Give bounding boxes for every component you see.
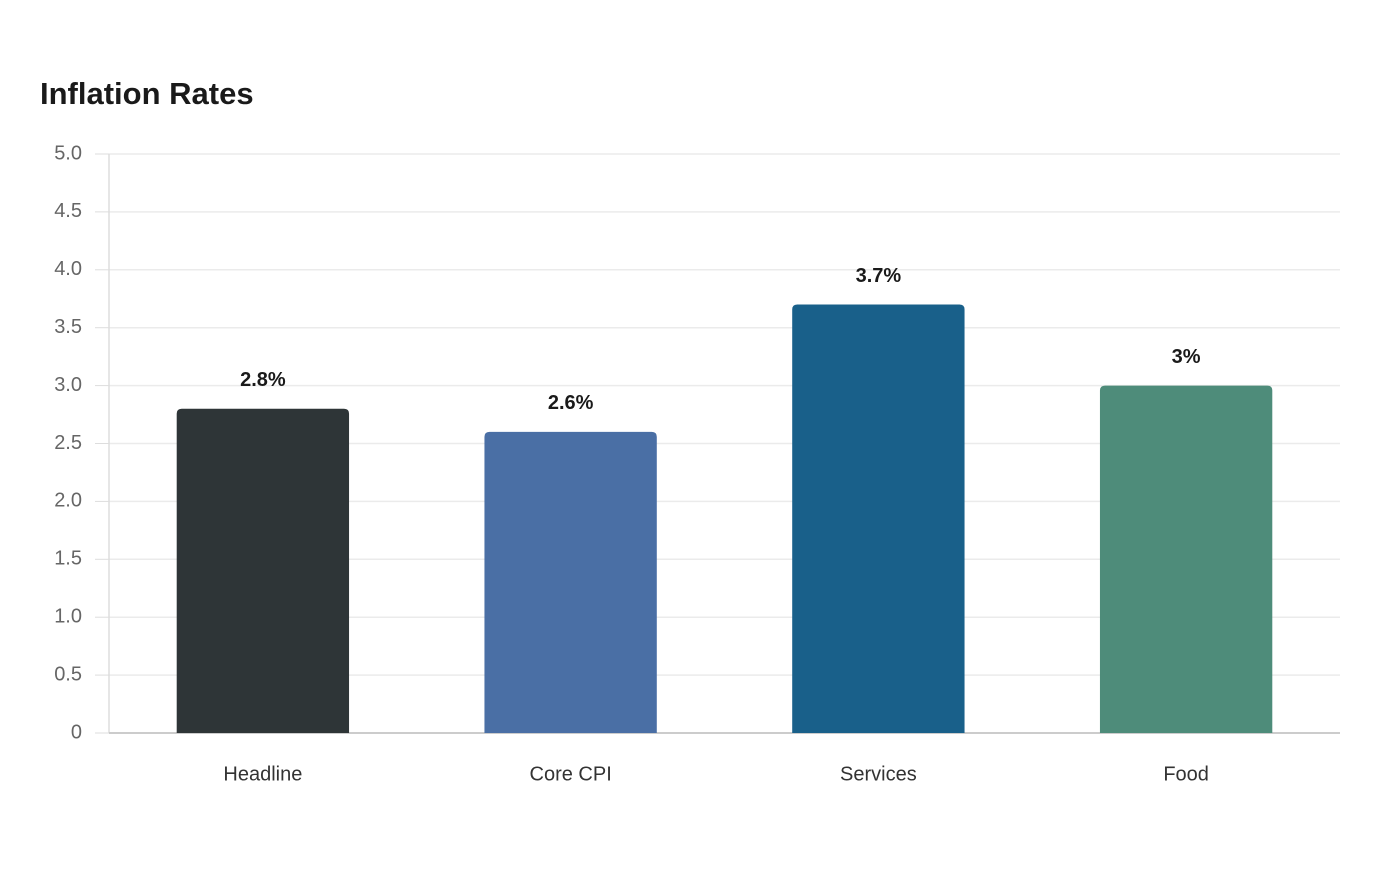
- x-tick-label: Food: [1163, 763, 1209, 785]
- y-tick-label: 4.5: [54, 200, 82, 222]
- x-tick-label: Core CPI: [530, 763, 612, 785]
- value-label: 2.6%: [548, 392, 594, 414]
- value-label: 3%: [1172, 346, 1201, 368]
- chart-title: Inflation Rates: [40, 76, 254, 111]
- y-tick-label: 4.0: [54, 258, 82, 280]
- y-tick-label: 3.5: [54, 316, 82, 338]
- y-tick-label: 3.0: [54, 374, 82, 396]
- x-tick-label: Headline: [223, 763, 302, 785]
- value-label: 3.7%: [856, 265, 902, 287]
- y-tick-label: 0: [71, 721, 82, 743]
- y-tick-label: 0.5: [54, 663, 82, 685]
- y-tick-label: 1.5: [54, 548, 82, 570]
- bar: [1099, 385, 1273, 733]
- value-label: 2.8%: [240, 369, 286, 391]
- y-tick-label: 1.0: [54, 605, 82, 627]
- bar: [484, 431, 657, 733]
- bar: [792, 304, 965, 733]
- y-tick-label: 2.0: [54, 490, 82, 512]
- y-tick-label: 5.0: [54, 142, 82, 164]
- y-tick-label: 2.5: [54, 432, 82, 454]
- x-tick-label: Services: [840, 763, 917, 785]
- bar: [176, 408, 350, 733]
